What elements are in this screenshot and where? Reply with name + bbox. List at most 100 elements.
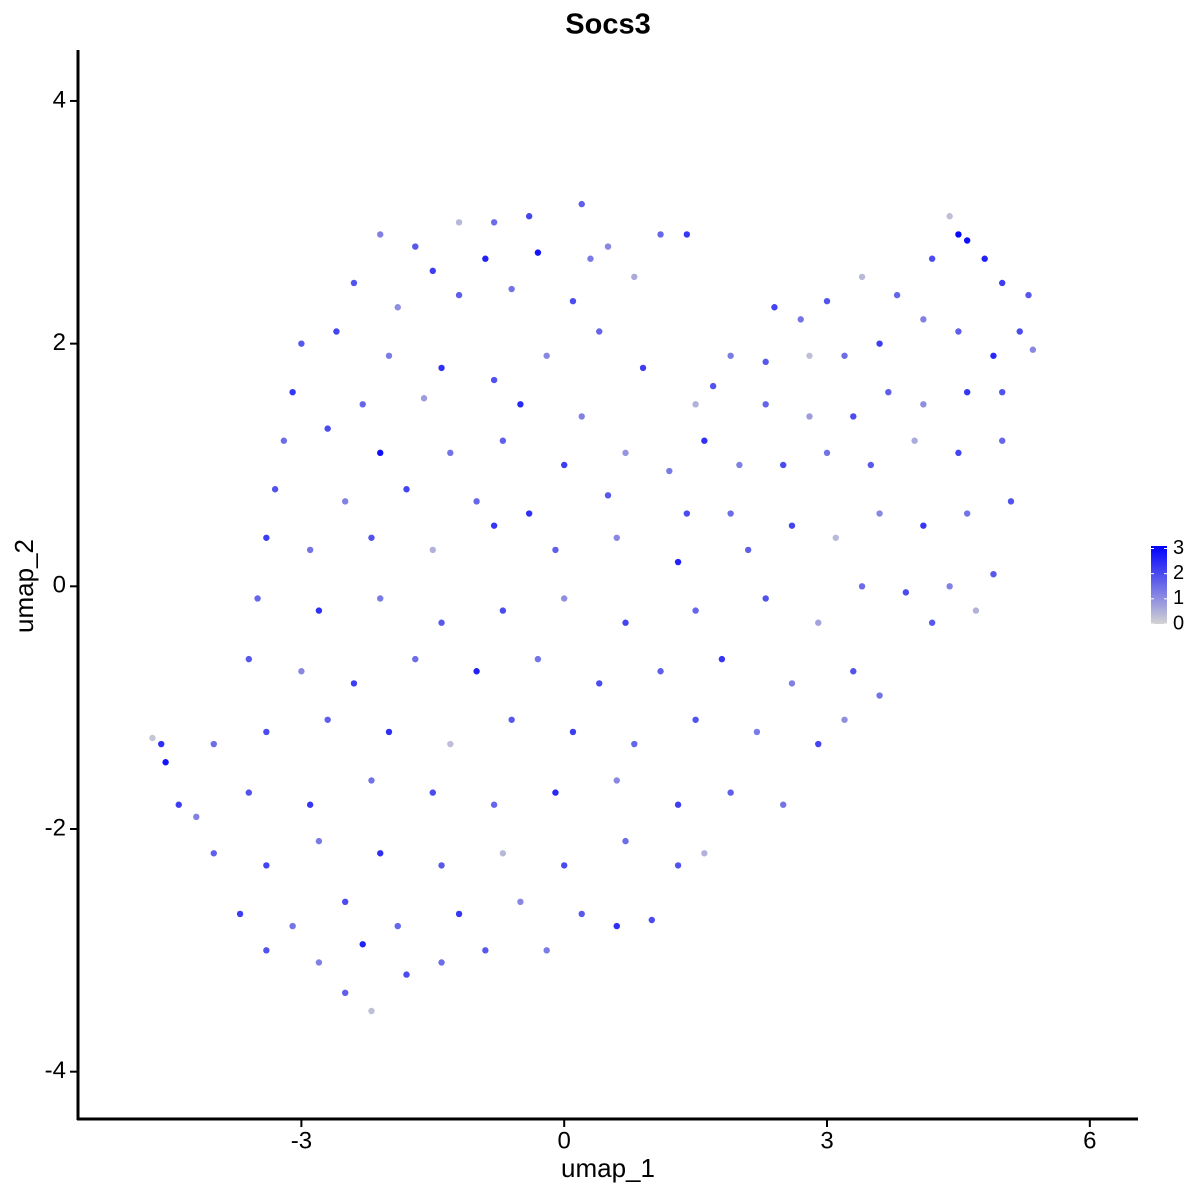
cell-point: [289, 388, 296, 396]
cell-point: [823, 449, 831, 457]
cell-point: [955, 231, 962, 238]
cell-point: [622, 449, 629, 457]
cell-point: [508, 716, 515, 723]
cell-point: [841, 352, 848, 359]
cell-point: [517, 898, 524, 906]
cell-point: [543, 947, 550, 954]
cell-point: [1016, 328, 1023, 335]
cell-point: [490, 376, 498, 384]
cell-point: [210, 740, 217, 748]
cell-point: [806, 352, 813, 359]
cell-point: [622, 619, 629, 626]
colorbar: [1151, 546, 1167, 624]
cell-point: [377, 449, 384, 457]
cell-point: [350, 279, 358, 287]
cell-point: [560, 461, 568, 469]
cell-point: [517, 401, 524, 408]
cell-point: [254, 595, 261, 602]
cell-point: [920, 316, 927, 323]
cell-point: [850, 668, 857, 675]
cell-point: [963, 510, 971, 517]
x-tick-label: 3: [820, 1127, 833, 1154]
cell-point: [236, 910, 244, 918]
cell-point: [438, 619, 445, 626]
cell-point: [490, 522, 498, 529]
cell-point: [876, 692, 883, 699]
cell-point: [648, 916, 656, 924]
cell-point: [613, 922, 620, 930]
cell-point: [744, 546, 752, 554]
cell-point: [885, 388, 892, 396]
cell-point: [333, 328, 340, 335]
cell-point: [289, 922, 296, 930]
cell-point: [771, 304, 778, 311]
cell-point: [306, 801, 314, 808]
cell-point: [394, 304, 401, 311]
cell-point: [727, 510, 734, 517]
cell-point: [604, 243, 612, 250]
cell-point: [701, 850, 708, 857]
cell-point: [438, 862, 445, 869]
cell-point: [806, 413, 813, 420]
cell-point: [920, 401, 927, 408]
cell-point: [359, 401, 366, 408]
cell-point: [1007, 498, 1015, 505]
cell-point: [674, 558, 682, 566]
cell-point: [604, 492, 612, 499]
cell-point: [683, 510, 691, 517]
cell-point: [525, 510, 533, 517]
cell-point: [490, 801, 498, 808]
cell-point: [315, 607, 323, 614]
cell-point: [876, 340, 883, 347]
cell-point: [613, 534, 620, 541]
cell-point: [385, 352, 393, 359]
cell-point: [762, 358, 769, 366]
cell-point: [438, 959, 445, 966]
cell-point: [429, 267, 436, 275]
colorbar-tick-label: 1: [1173, 587, 1184, 609]
cell-point: [946, 213, 953, 220]
cell-point: [263, 728, 270, 736]
cell-point: [368, 777, 375, 784]
cell-point: [596, 680, 603, 687]
y-axis-title: umap_2: [9, 539, 39, 633]
cell-point: [499, 607, 507, 614]
cell-point: [263, 534, 270, 541]
cell-point: [999, 388, 1006, 396]
cell-point: [657, 231, 664, 238]
cell-point: [920, 522, 927, 529]
cell-point: [674, 801, 682, 808]
cell-point: [850, 413, 857, 420]
cell-point: [613, 777, 620, 784]
cell-point: [1025, 291, 1032, 299]
cell-point: [753, 728, 761, 736]
cell-point: [666, 467, 673, 475]
cell-point: [403, 971, 410, 978]
x-tick-label: 0: [558, 1127, 571, 1154]
cell-point: [552, 789, 559, 796]
cell-point: [1029, 346, 1037, 353]
cell-point: [867, 461, 875, 469]
cell-point: [429, 546, 436, 554]
cell-point: [876, 510, 883, 517]
cell-point: [490, 219, 498, 226]
cell-point: [350, 680, 358, 687]
cell-point: [578, 413, 585, 420]
cell-point: [701, 437, 708, 444]
cell-point: [377, 231, 384, 238]
cell-point: [341, 898, 349, 906]
cell-point: [499, 437, 507, 444]
cell-point: [631, 273, 638, 281]
cell-point: [149, 734, 156, 742]
cell-point: [990, 570, 997, 578]
cell-point: [245, 789, 253, 796]
colorbar-tick-label: 2: [1173, 562, 1184, 584]
cell-point: [780, 461, 787, 469]
cell-point: [841, 716, 848, 723]
cell-point: [963, 237, 971, 244]
cell-point: [990, 352, 997, 359]
cell-point: [525, 213, 533, 220]
cell-point: [569, 728, 577, 736]
cell-point: [569, 297, 577, 305]
